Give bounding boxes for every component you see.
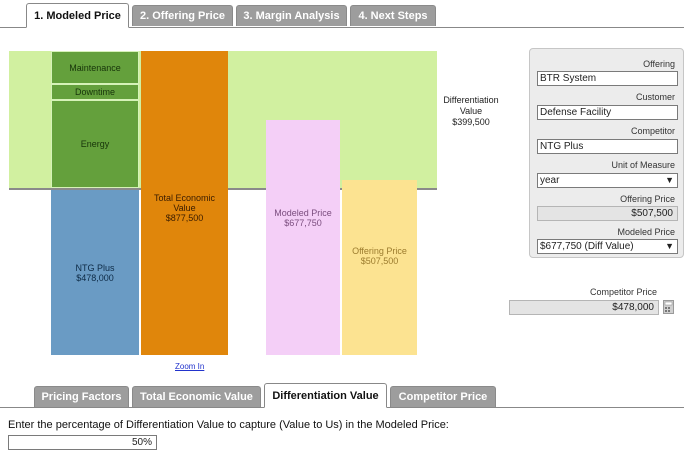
deal-details-panel: Offering BTR System Customer Defense Fac… — [529, 48, 684, 258]
uom-value: year — [540, 175, 560, 186]
differentiation-value: $399,500 — [452, 117, 490, 127]
modeled-price-label: Modeled Price — [617, 227, 675, 237]
offering-price-field: $507,500 — [537, 206, 678, 221]
bar-modeled-price: Modeled Price $677,750 — [266, 120, 340, 355]
tab-total-economic-value[interactable]: Total Economic Value — [132, 386, 261, 407]
modeled-price-select[interactable]: $677,750 (Diff Value) ▼ — [537, 239, 678, 254]
competitor-price-label: Competitor Price — [589, 287, 657, 297]
competitor-price-field: $478,000 — [509, 300, 659, 315]
calculator-icon[interactable] — [663, 300, 674, 314]
uom-label: Unit of Measure — [611, 160, 675, 170]
bar-modeled-value: $677,750 — [284, 218, 322, 228]
offering-field[interactable]: BTR System — [537, 71, 678, 86]
bar-offering-price: Offering Price $507,500 — [342, 180, 417, 355]
tab-competitor-price[interactable]: Competitor Price — [390, 386, 496, 407]
tab-modeled-price[interactable]: 1. Modeled Price — [26, 3, 129, 28]
offering-price-label: Offering Price — [620, 194, 675, 204]
bar-total-economic-value: Total Economic Value $877,500 — [141, 51, 228, 355]
bar-competitor: NTG Plus $478,000 — [51, 190, 139, 355]
bar-modeled-name: Modeled Price — [274, 208, 332, 218]
dropdown-arrow-icon: ▼ — [665, 175, 674, 185]
bar-offering-value: $507,500 — [360, 256, 399, 266]
bar-offering-name: Offering Price — [352, 246, 407, 256]
dropdown-arrow-icon: ▼ — [665, 241, 674, 251]
differentiation-label: Differentiation Value $399,500 — [438, 95, 504, 128]
customer-label: Customer — [635, 92, 675, 102]
capture-percentage-input[interactable]: 50% — [8, 435, 157, 450]
modeled-price-value: $677,750 (Diff Value) — [540, 241, 634, 252]
tab-pricing-factors[interactable]: Pricing Factors — [34, 386, 129, 407]
tab-offering-price[interactable]: 2. Offering Price — [132, 5, 233, 26]
tab-differentiation-value[interactable]: Differentiation Value — [264, 383, 387, 408]
segment-energy: Energy — [51, 100, 139, 188]
calculator-glyph — [664, 301, 673, 312]
offering-label: Offering — [643, 59, 675, 69]
top-tab-divider — [0, 27, 684, 28]
bar-competitor-name: NTG Plus — [75, 262, 115, 273]
uom-select[interactable]: year ▼ — [537, 173, 678, 188]
bar-tev-name: Total Economic Value — [153, 193, 216, 213]
competitor-field[interactable]: NTG Plus — [537, 139, 678, 154]
capture-prompt: Enter the percentage of Differentiation … — [8, 419, 449, 431]
segment-downtime: Downtime — [51, 84, 139, 100]
bar-competitor-value: $478,000 — [76, 272, 114, 283]
zoom-in-link[interactable]: Zoom In — [175, 362, 205, 371]
bar-tev-value: $877,500 — [165, 213, 204, 223]
differentiation-name: Differentiation Value — [443, 95, 499, 116]
tab-margin-analysis[interactable]: 3. Margin Analysis — [236, 5, 347, 26]
segment-maintenance: Maintenance — [51, 51, 139, 84]
competitor-label: Competitor — [630, 126, 675, 136]
customer-field[interactable]: Defense Facility — [537, 105, 678, 120]
tab-next-steps[interactable]: 4. Next Steps — [350, 5, 436, 26]
